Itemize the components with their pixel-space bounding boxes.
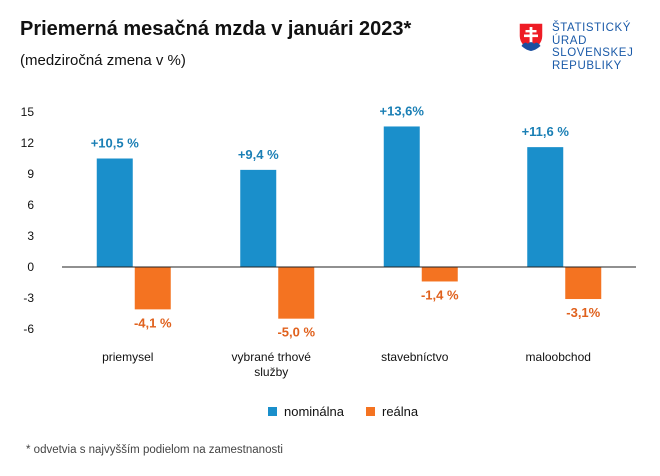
bar-nominal	[96, 158, 133, 267]
y-tick-label: 15	[21, 105, 35, 119]
legend-swatch-nominal	[268, 407, 277, 416]
legend-item-real: reálna	[366, 404, 418, 419]
data-label: -4,1 %	[134, 315, 172, 330]
category-label: maloobchod	[526, 350, 591, 364]
data-label: +11,6 %	[522, 124, 570, 139]
logo-line: ŠTATISTICKÝ	[552, 22, 632, 34]
bar-real	[421, 267, 458, 282]
category-label: vybrané trhové	[232, 350, 312, 364]
chart-title: Priemerná mesačná mzda v januári 2023*	[20, 18, 412, 40]
data-label: -1,4 %	[421, 287, 459, 302]
category-label: priemysel	[102, 350, 153, 364]
statistical-office-logo: ŠTATISTICKÝ ÚRAD SLOVENSKEJ REPUBLIKY	[518, 22, 633, 72]
y-tick-label: 9	[27, 167, 34, 181]
bar-nominal	[240, 169, 277, 267]
bar-real	[134, 267, 171, 310]
bar-nominal	[527, 147, 564, 267]
footnote: * odvetvia s najvyšším podielom na zames…	[26, 444, 283, 456]
category-label: služby	[254, 365, 288, 379]
data-label: +13,6%	[380, 103, 425, 118]
logo-line: SLOVENSKEJ	[552, 47, 634, 59]
y-tick-label: 12	[21, 136, 35, 150]
chart-legend: nominálna reálna	[268, 404, 440, 419]
data-label: -3,1%	[566, 305, 600, 320]
bar-real	[565, 267, 602, 300]
slovak-coat-of-arms-icon	[518, 22, 544, 52]
y-tick-label: 6	[27, 198, 34, 212]
data-label: +10,5 %	[91, 136, 140, 151]
y-tick-label: -6	[23, 322, 34, 336]
logo-wordmark: ŠTATISTICKÝ ÚRAD SLOVENSKEJ REPUBLIKY	[552, 22, 633, 72]
legend-swatch-real	[366, 407, 375, 416]
bar-real	[278, 267, 315, 319]
y-tick-label: 3	[27, 229, 34, 243]
logo-line: REPUBLIKY	[552, 59, 622, 72]
category-label: stavebníctvo	[381, 350, 449, 364]
legend-label-real: reálna	[382, 404, 419, 419]
logo-line: ÚRAD	[552, 34, 587, 47]
y-tick-label: -3	[23, 291, 34, 305]
legend-item-nominal: nominálna	[268, 404, 344, 419]
chart-subtitle: (medziročná zmena v %)	[20, 52, 186, 69]
legend-label-nominal: nominálna	[284, 404, 344, 419]
y-tick-label: 0	[27, 260, 34, 274]
data-label: +9,4 %	[238, 147, 279, 162]
bar-chart: 15 12 9 6 3 0 -3 -6 +10,5 % +9,4 % +13,6% +11,6 % -4…	[21, 103, 636, 379]
bar-nominal	[383, 126, 420, 267]
data-label: -5,0 %	[277, 325, 315, 340]
